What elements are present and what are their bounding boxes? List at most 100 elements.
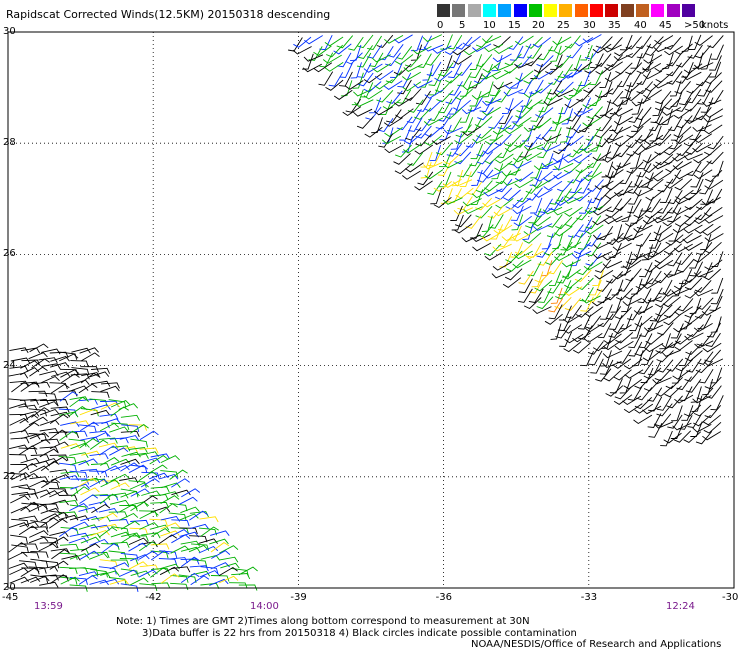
- wind-barb: [513, 250, 533, 260]
- wind-barb: [671, 288, 691, 296]
- wind-barb: [437, 107, 453, 122]
- wind-barb: [477, 160, 494, 175]
- wind-barb: [668, 226, 682, 242]
- wind-barb: [69, 521, 90, 529]
- wind-barb: [659, 187, 673, 203]
- wind-barb: [29, 526, 49, 533]
- wind-barb: [636, 61, 654, 74]
- wind-barb: [130, 554, 150, 562]
- wind-barb: [8, 372, 29, 379]
- wind-barb: [665, 161, 684, 173]
- wind-barb: [702, 225, 721, 236]
- wind-barb: [692, 143, 712, 153]
- wind-barb: [631, 116, 644, 132]
- wind-barb: [415, 90, 431, 105]
- wind-barb: [457, 196, 473, 211]
- wind-barb: [583, 261, 603, 271]
- wind-barb: [179, 527, 198, 535]
- wind-barb: [49, 531, 69, 537]
- wind-barb: [481, 232, 501, 242]
- wind-barb: [78, 424, 97, 433]
- wind-barb: [373, 106, 393, 116]
- wind-barb: [573, 61, 593, 72]
- legend-swatch: [620, 4, 634, 17]
- wind-barb: [518, 278, 533, 294]
- wind-barb: [669, 80, 682, 97]
- wind-barb: [129, 482, 149, 490]
- wind-barb: [121, 424, 140, 433]
- wind-barb: [198, 538, 218, 544]
- wind-barb: [632, 144, 652, 156]
- wind-barb: [324, 62, 344, 72]
- wind-barb: [645, 198, 661, 213]
- wind-barb: [645, 333, 664, 345]
- wind-barb: [564, 277, 583, 289]
- wind-barb: [367, 35, 382, 50]
- wind-barb: [523, 297, 542, 310]
- wind-barb: [646, 36, 664, 49]
- wind-barb: [678, 386, 693, 402]
- wind-barb: [139, 583, 158, 592]
- wind-barb: [70, 379, 90, 386]
- wind-barb: [198, 545, 219, 554]
- wind-barb: [534, 270, 552, 283]
- wind-barb: [682, 234, 702, 244]
- wind-barb: [40, 535, 59, 545]
- wind-barb: [80, 352, 100, 362]
- wind-barb: [628, 333, 642, 349]
- wind-barb: [702, 342, 722, 353]
- wind-barb: [552, 107, 564, 124]
- wind-barb: [402, 81, 422, 92]
- wind-barb: [29, 476, 49, 483]
- wind-barb: [667, 207, 682, 223]
- wind-barb: [597, 313, 614, 328]
- wind-barb: [472, 135, 492, 144]
- wind-barb: [631, 98, 651, 107]
- wind-barb: [654, 35, 674, 45]
- wind-barb: [460, 117, 474, 133]
- wind-barb: [160, 495, 180, 504]
- wind-barb: [439, 171, 452, 188]
- wind-barb: [546, 224, 563, 238]
- wind-barb: [39, 542, 59, 549]
- wind-barb: [471, 234, 491, 242]
- wind-barb: [481, 215, 493, 233]
- wind-barb: [563, 286, 583, 296]
- wind-barb: [70, 478, 90, 485]
- note-line-1: Note: 1) Times are GMT 2)Times along bot…: [116, 616, 530, 627]
- wind-barb: [637, 288, 652, 304]
- wind-barb: [639, 270, 653, 286]
- wind-barb: [625, 89, 644, 102]
- wind-barb: [653, 80, 673, 89]
- wind-barb: [693, 288, 714, 297]
- wind-barb: [556, 81, 574, 94]
- wind-barb: [587, 341, 604, 355]
- wind-barb: [151, 582, 171, 589]
- wind-barb: [709, 55, 722, 71]
- wind-barb: [645, 43, 662, 57]
- wind-barb: [677, 259, 694, 273]
- wind-barb: [672, 422, 692, 431]
- wind-barb: [515, 107, 533, 119]
- wind-barb: [19, 411, 40, 417]
- wind-barb: [149, 494, 169, 501]
- wind-barb: [613, 53, 633, 62]
- wind-barb: [533, 189, 553, 198]
- wind-barb: [28, 390, 48, 397]
- wind-barb: [636, 387, 653, 401]
- wind-barb: [592, 232, 613, 240]
- wind-barb: [585, 242, 602, 257]
- wind-barb: [303, 54, 324, 62]
- wind-barb: [648, 396, 663, 412]
- wind-barb: [612, 358, 632, 369]
- wind-barb: [672, 369, 691, 380]
- wind-barb: [577, 262, 594, 276]
- wind-barb: [608, 323, 624, 338]
- wind-barb: [552, 116, 572, 126]
- wind-barb: [313, 62, 333, 73]
- wind-barb: [160, 455, 180, 464]
- wind-barb: [622, 259, 642, 270]
- wind-barb: [524, 250, 544, 260]
- wind-barb: [515, 70, 534, 82]
- wind-barb: [423, 44, 444, 52]
